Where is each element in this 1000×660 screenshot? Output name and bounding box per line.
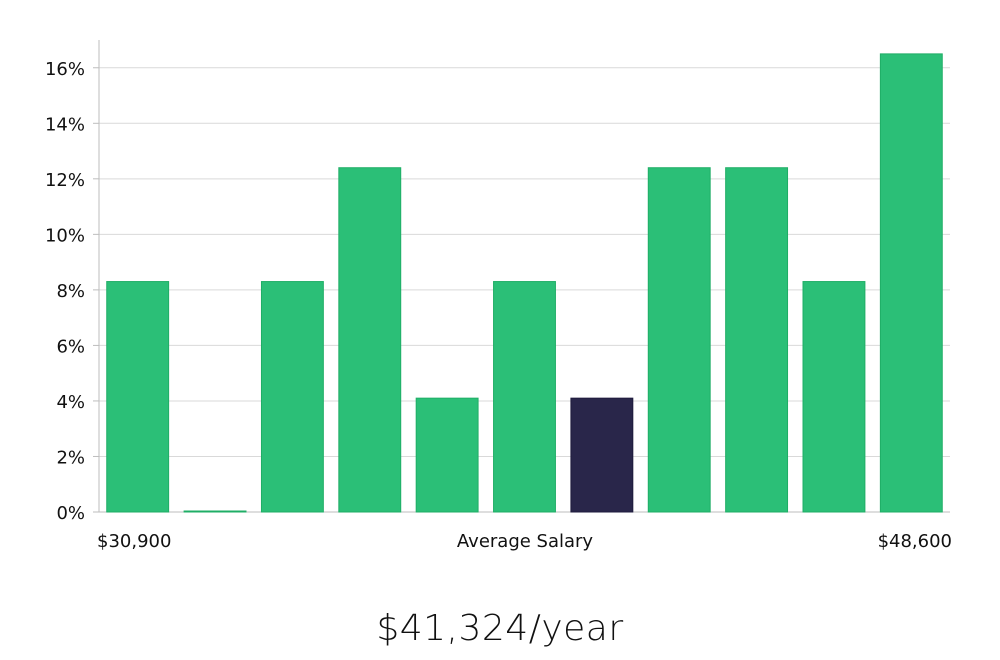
bar bbox=[183, 510, 247, 513]
salary-distribution-chart: 0% 2% 4% 6% 8% 10% 12% 14% 16% $30,900 Average S… bbox=[45, 40, 952, 552]
y-tick-label: 14% bbox=[45, 114, 85, 135]
bar bbox=[260, 281, 324, 513]
bar bbox=[493, 281, 556, 513]
y-tick-label: 4% bbox=[56, 392, 85, 413]
y-tick-label: 16% bbox=[45, 59, 85, 80]
bar bbox=[415, 397, 479, 513]
y-axis-ticks: 0% 2% 4% 6% 8% 10% 12% 14% 16% bbox=[45, 59, 99, 524]
bar bbox=[106, 281, 170, 513]
average-salary-value: $41,324/year bbox=[376, 608, 624, 649]
bars bbox=[106, 53, 943, 513]
bar bbox=[338, 167, 402, 513]
bar bbox=[647, 167, 711, 513]
bar bbox=[802, 281, 866, 513]
x-axis-title: Average Salary bbox=[457, 531, 594, 552]
y-tick-label: 2% bbox=[56, 447, 85, 468]
y-tick-label: 8% bbox=[56, 281, 85, 302]
y-tick-label: 12% bbox=[45, 170, 85, 191]
x-start-label: $30,900 bbox=[97, 531, 171, 552]
y-tick-label: 10% bbox=[45, 225, 85, 246]
bar bbox=[725, 167, 789, 513]
y-tick-label: 6% bbox=[56, 336, 85, 357]
bar bbox=[879, 53, 943, 513]
x-end-label: $48,600 bbox=[878, 531, 952, 552]
bar-highlighted bbox=[570, 397, 634, 513]
y-tick-label: 0% bbox=[56, 503, 85, 524]
